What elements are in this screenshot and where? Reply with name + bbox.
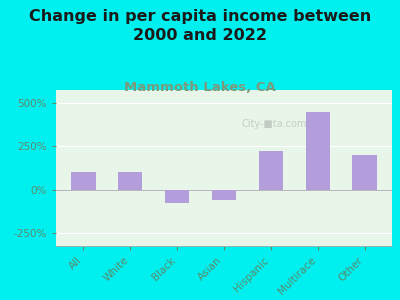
Bar — [212, 190, 236, 200]
Text: Change in per capita income between
2000 and 2022: Change in per capita income between 2000… — [29, 9, 371, 43]
Text: Mammoth Lakes, CA: Mammoth Lakes, CA — [124, 81, 276, 94]
Bar — [352, 155, 377, 190]
Bar — [118, 172, 142, 190]
Text: City-■ta.com: City-■ta.com — [242, 119, 307, 129]
Bar — [165, 190, 189, 203]
Bar — [259, 151, 283, 190]
Bar — [71, 172, 96, 190]
Bar — [306, 112, 330, 190]
